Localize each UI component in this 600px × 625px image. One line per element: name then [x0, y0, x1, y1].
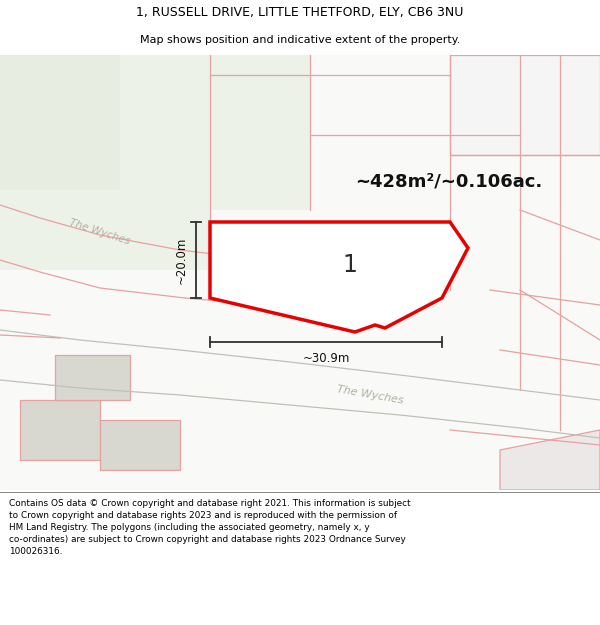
- Polygon shape: [0, 55, 210, 270]
- Polygon shape: [500, 430, 600, 490]
- Text: ~20.0m: ~20.0m: [175, 236, 188, 284]
- Text: The Wyches: The Wyches: [68, 217, 131, 246]
- Polygon shape: [450, 55, 600, 155]
- Text: Contains OS data © Crown copyright and database right 2021. This information is : Contains OS data © Crown copyright and d…: [9, 499, 410, 556]
- Polygon shape: [210, 55, 310, 210]
- Polygon shape: [0, 55, 600, 490]
- Polygon shape: [55, 355, 130, 400]
- Text: 1: 1: [343, 253, 358, 277]
- Polygon shape: [20, 400, 100, 460]
- Polygon shape: [0, 55, 120, 190]
- Polygon shape: [100, 420, 180, 470]
- Text: ~30.9m: ~30.9m: [302, 352, 350, 365]
- Text: The Wyches: The Wyches: [336, 384, 404, 406]
- Polygon shape: [210, 222, 468, 332]
- Text: Map shows position and indicative extent of the property.: Map shows position and indicative extent…: [140, 34, 460, 44]
- Text: ~428m²/~0.106ac.: ~428m²/~0.106ac.: [355, 173, 542, 191]
- Text: 1, RUSSELL DRIVE, LITTLE THETFORD, ELY, CB6 3NU: 1, RUSSELL DRIVE, LITTLE THETFORD, ELY, …: [136, 6, 464, 19]
